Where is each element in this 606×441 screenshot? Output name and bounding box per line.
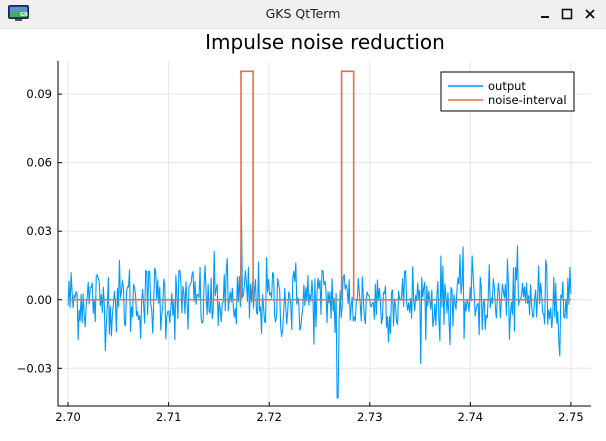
minimize-icon[interactable] <box>536 5 554 23</box>
maximize-icon[interactable] <box>558 5 576 23</box>
x-tick-label: 2.71 <box>156 410 182 424</box>
title-bar[interactable]: GR GKS QtTerm <box>0 0 606 29</box>
legend-box <box>440 71 575 112</box>
gks-monitor-icon: GR <box>8 5 29 22</box>
x-tick-label: 2.75 <box>558 410 584 424</box>
x-tick-label: 2.70 <box>55 410 81 424</box>
legend-label-noise-interval: noise-interval <box>488 93 567 107</box>
plot-area: 2.70 2.71 2.72 2.73 2.74 2.75 −0.03 0.00 0.03 0.0… <box>0 29 606 437</box>
y-tick-label: 0.03 <box>26 224 52 238</box>
ticks: 2.70 2.71 2.72 2.73 2.74 2.75 −0.03 0.00 0.03 0.0… <box>17 87 584 424</box>
x-tick-label: 2.73 <box>357 410 383 424</box>
window-title: GKS QtTerm <box>265 6 341 21</box>
y-tick-label: 0.06 <box>26 156 52 170</box>
x-tick-label: 2.74 <box>458 410 484 424</box>
axes <box>57 61 591 407</box>
series-output-line <box>67 205 572 399</box>
data-series <box>67 70 572 399</box>
legend: output noise-interval <box>440 71 575 112</box>
grid <box>58 61 591 406</box>
close-icon[interactable] <box>581 5 599 23</box>
y-tick-label: 0.09 <box>26 87 52 101</box>
chart-title: Impulse noise reduction <box>205 30 445 54</box>
y-tick-label: 0.00 <box>26 293 52 307</box>
chart-svg: 2.70 2.71 2.72 2.73 2.74 2.75 −0.03 0.00 0.03 0.0… <box>17 30 591 424</box>
y-tick-label: −0.03 <box>17 361 52 375</box>
x-tick-label: 2.72 <box>256 410 282 424</box>
svg-text:GR: GR <box>20 12 28 18</box>
series-noise-interval-line <box>68 70 571 301</box>
legend-label-output: output <box>488 79 526 93</box>
